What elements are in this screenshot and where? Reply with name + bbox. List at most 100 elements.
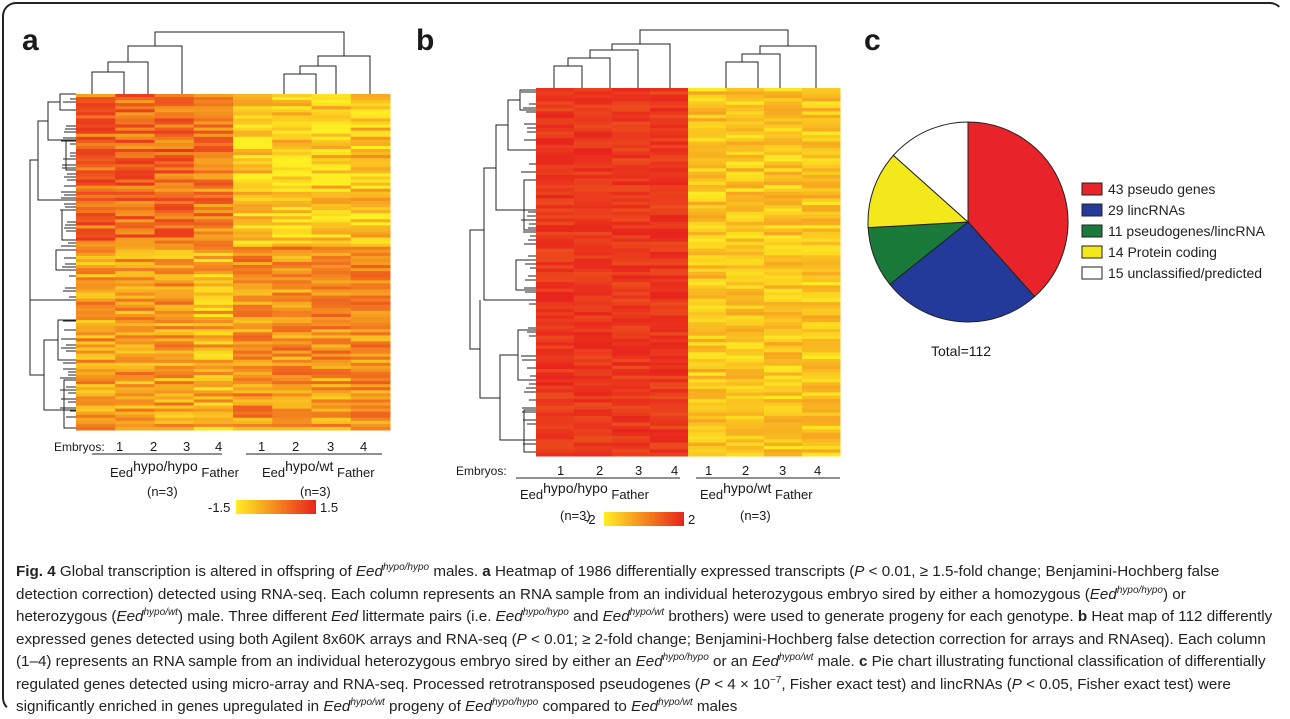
heatmap-cell — [193, 145, 234, 150]
heatmap-cell — [612, 231, 651, 236]
heatmap-cell — [802, 171, 841, 176]
heatmap-cell — [350, 203, 391, 208]
heatmap-cell — [650, 181, 689, 186]
heatmap-cell — [612, 241, 651, 246]
heatmap-cell — [726, 325, 765, 330]
heatmap-cell — [154, 393, 195, 397]
heatmap-cell — [574, 161, 613, 166]
heatmap-cell — [76, 222, 116, 226]
heatmap-cell — [574, 425, 613, 430]
heatmap-cell — [311, 249, 352, 254]
heatmap-cell — [650, 225, 689, 230]
heatmap-cell — [764, 425, 803, 430]
heatmap-cell — [233, 402, 273, 407]
heatmap-cell — [311, 185, 352, 190]
legend-swatch-2 — [1081, 203, 1103, 217]
heatmap-cell — [350, 152, 391, 156]
heatmap-cell — [612, 298, 651, 303]
heatmap-cell — [350, 139, 391, 144]
heatmap-cell — [650, 148, 689, 153]
heatmap-cell — [802, 265, 841, 270]
heatmap-cell — [650, 121, 689, 126]
heatmap-cell — [272, 420, 312, 425]
heatmap-cell — [233, 338, 273, 342]
heatmap-cell — [115, 112, 155, 116]
heatmap-cell — [350, 359, 391, 364]
heatmap-cell — [802, 178, 841, 183]
heatmap-cell — [233, 396, 273, 400]
heatmap-cell — [272, 359, 312, 364]
heatmap-cell — [650, 282, 689, 286]
heatmap-cell — [650, 144, 689, 149]
heatmap-cell — [726, 211, 765, 216]
heatmap-cell — [650, 98, 689, 102]
heatmap-cell — [233, 341, 273, 345]
heatmap-cell — [272, 393, 312, 397]
heatmap-cell — [764, 302, 803, 306]
heatmap-cell — [612, 261, 651, 266]
heatmap-cell — [574, 415, 613, 420]
heatmap-cell — [115, 280, 155, 284]
heatmap-cell — [802, 185, 841, 189]
heatmap-cell — [311, 152, 352, 156]
heatmap-cell — [536, 134, 575, 139]
heatmap-cell — [688, 412, 727, 417]
heatmap-cell — [688, 308, 727, 313]
heatmap-cell — [612, 385, 651, 390]
heatmap-cell — [76, 106, 116, 110]
heatmap-cell — [233, 161, 273, 165]
heatmap-cell — [76, 304, 116, 309]
heatmap-cell — [688, 131, 727, 136]
heatmap-cell — [536, 141, 575, 146]
heatmap-cell — [612, 164, 651, 169]
heatmap-cell — [574, 138, 613, 143]
heatmap-cell — [193, 283, 234, 287]
heatmap-cell — [193, 103, 234, 107]
heatmap-cell — [272, 210, 312, 214]
heatmap-cell — [76, 277, 116, 281]
heatmap-cell — [574, 268, 613, 273]
heatmap-cell — [536, 158, 575, 163]
heatmap-cell — [350, 109, 391, 113]
heatmap-cell — [536, 111, 575, 116]
heatmap-cell — [688, 221, 727, 226]
heatmap-cell — [688, 235, 727, 240]
heatmap-cell — [650, 405, 689, 410]
heatmap-cell — [726, 442, 765, 447]
heatmap-cell — [311, 371, 352, 376]
heatmap-cell — [802, 114, 841, 119]
heatmap-cell — [311, 106, 352, 110]
heatmap-cell — [115, 378, 155, 382]
heatmap-cell — [764, 288, 803, 293]
heatmap-cell — [311, 139, 352, 144]
heatmap-cell — [193, 213, 234, 217]
heatmap-cell — [612, 419, 651, 424]
heatmap-cell — [76, 350, 116, 355]
heatmap-cell — [233, 301, 273, 306]
heatmap-cell — [76, 173, 116, 177]
heatmap-cell — [764, 315, 803, 320]
heatmap-cell — [350, 249, 391, 254]
heatmap-cell — [650, 131, 689, 136]
panel-a-embryo-3: 3 — [183, 439, 191, 454]
heatmap-cell — [536, 345, 575, 350]
heatmap-cell — [688, 128, 727, 132]
heatmap-cell — [688, 272, 727, 276]
heatmap-cell — [650, 278, 689, 283]
heatmap-cell — [115, 173, 155, 177]
heatmap-cell — [154, 405, 195, 410]
heatmap-cell — [233, 411, 273, 416]
heatmap-cell — [193, 185, 234, 190]
heatmap-cell — [726, 389, 765, 393]
heatmap-cell — [193, 411, 234, 416]
heatmap-cell — [726, 124, 765, 129]
heatmap-cell — [115, 316, 155, 321]
heatmap-cell — [115, 170, 155, 174]
heatmap-cell — [233, 390, 273, 394]
heatmap-cell — [802, 215, 841, 219]
heatmap-cell — [650, 412, 689, 417]
heatmap-cell — [115, 323, 155, 327]
heatmap-cell — [115, 326, 155, 330]
heatmap-cell — [311, 408, 352, 413]
heatmap-cell — [802, 402, 841, 407]
